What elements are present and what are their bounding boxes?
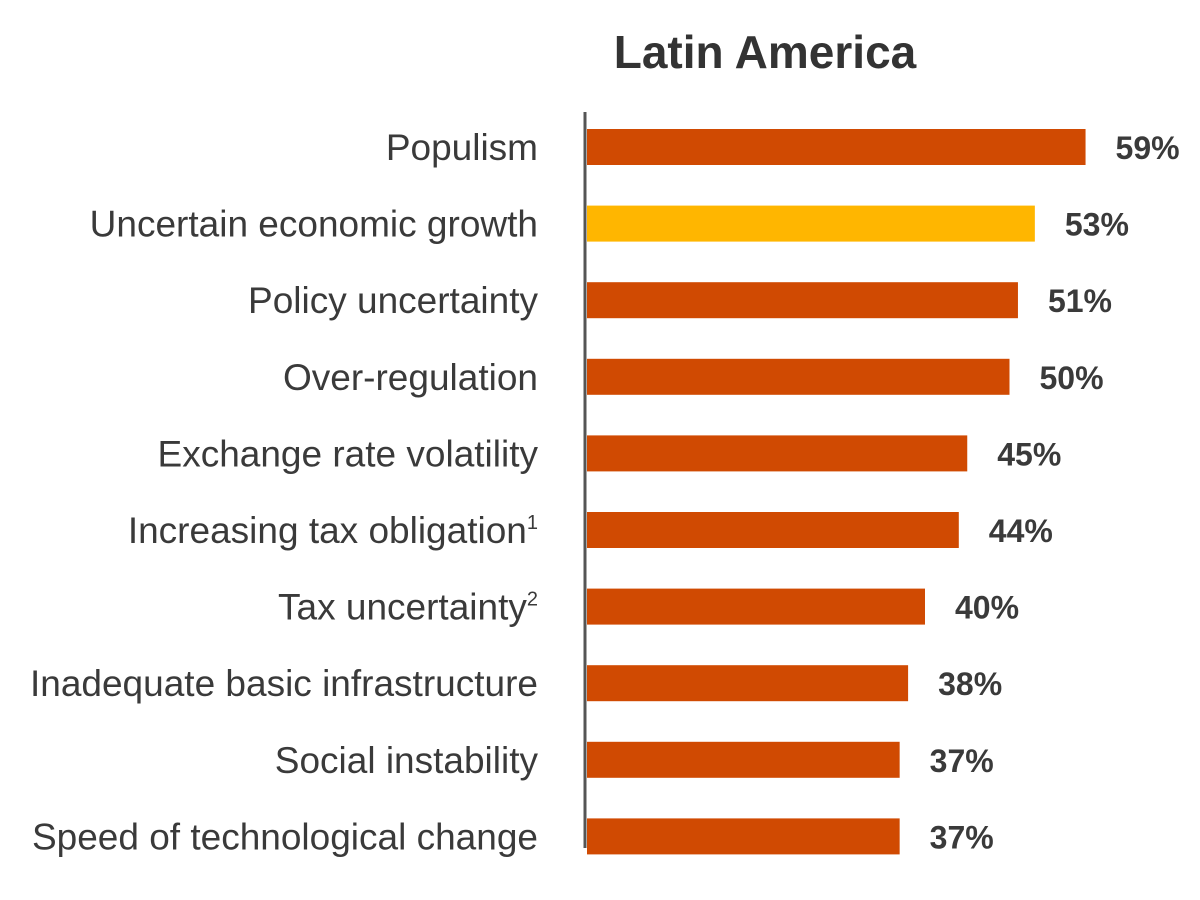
category-label-6: Increasing tax obligation1: [128, 510, 538, 551]
category-label-2: Uncertain economic growth: [90, 204, 538, 245]
category-label-10: Speed of technological change: [32, 816, 538, 857]
bar-4: [587, 358, 1010, 395]
bar-10: [587, 818, 900, 855]
category-label-8: Inadequate basic infrastructure: [30, 663, 538, 704]
category-label-1: Populism: [386, 127, 538, 168]
value-label-1: 59%: [1116, 130, 1180, 166]
bars-group: Populism 59% Uncertain economic growth 53% P…: [30, 127, 1180, 857]
value-label-6: 44%: [989, 513, 1053, 549]
bar-9: [587, 741, 900, 778]
value-label-5: 45%: [997, 436, 1061, 472]
bar-8: [587, 665, 909, 702]
value-label-4: 50%: [1040, 360, 1104, 396]
bar-5: [587, 435, 968, 472]
value-label-9: 37%: [930, 743, 994, 779]
bar-7: [587, 588, 925, 625]
category-label-7: Tax uncertainty2: [278, 587, 538, 628]
category-label-3: Policy uncertainty: [248, 280, 538, 321]
value-label-2: 53%: [1065, 207, 1129, 243]
bar-3: [587, 282, 1018, 319]
category-label-5: Exchange rate volatility: [158, 433, 539, 474]
bar-6: [587, 512, 959, 548]
value-label-7: 40%: [955, 590, 1019, 626]
value-label-10: 37%: [930, 819, 994, 855]
bar-1: [587, 129, 1086, 165]
bar-2: [587, 205, 1035, 242]
category-label-9: Social instability: [275, 740, 539, 781]
value-label-3: 51%: [1048, 283, 1112, 319]
category-label-4: Over-regulation: [283, 357, 538, 398]
chart-title: Latin America: [614, 26, 917, 78]
value-label-8: 38%: [938, 666, 1002, 702]
